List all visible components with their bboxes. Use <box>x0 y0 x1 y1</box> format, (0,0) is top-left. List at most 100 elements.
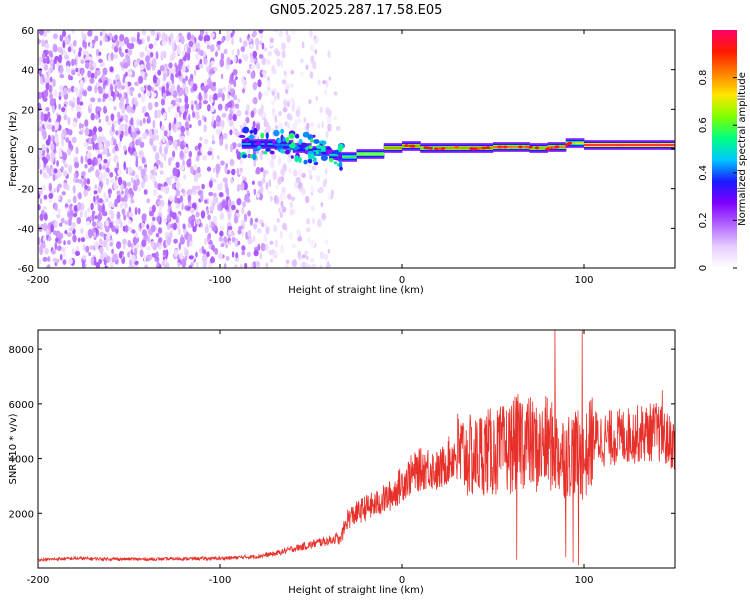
noise-speckle <box>62 30 67 37</box>
noise-speckle <box>141 106 145 114</box>
noise-speckle <box>227 198 232 208</box>
noise-speckle <box>98 205 103 214</box>
noise-speckle <box>301 188 306 196</box>
noise-speckle <box>85 245 90 253</box>
noise-speckle <box>160 186 164 191</box>
noise-speckle <box>290 196 296 202</box>
noise-speckle <box>259 151 263 160</box>
noise-speckle <box>56 169 62 178</box>
x-tick-label: 100 <box>574 575 593 586</box>
noise-speckle <box>124 130 128 137</box>
noise-speckle <box>210 199 214 207</box>
noise-speckle <box>281 192 286 200</box>
noise-speckle <box>327 193 331 201</box>
noise-speckle <box>276 50 281 57</box>
noise-speckle <box>263 91 269 97</box>
noise-speckle <box>170 84 176 91</box>
noise-speckle <box>127 44 134 50</box>
noise-speckle <box>101 73 106 83</box>
noise-speckle <box>239 37 242 44</box>
noise-speckle <box>293 169 298 177</box>
noise-speckle <box>38 148 43 155</box>
noise-speckle <box>120 183 124 191</box>
noise-speckle <box>52 173 56 182</box>
noise-speckle <box>227 229 232 236</box>
noise-speckle <box>163 50 167 59</box>
noise-speckle <box>231 36 234 46</box>
noise-speckle <box>261 104 264 113</box>
noise-speckle <box>54 135 59 144</box>
noise-speckle <box>214 247 219 255</box>
noise-speckle <box>84 119 89 127</box>
noise-speckle <box>42 236 46 242</box>
noise-speckle <box>233 215 239 224</box>
noise-speckle <box>300 262 303 268</box>
noise-speckle <box>175 203 181 209</box>
noise-speckle <box>125 224 128 233</box>
noise-speckle <box>118 218 122 224</box>
noise-speckle <box>168 178 172 184</box>
noise-speckle <box>48 84 53 94</box>
noise-speckle <box>173 238 178 244</box>
ridge-blob <box>264 139 268 147</box>
ridge-peak <box>620 144 640 146</box>
noise-speckle <box>59 222 63 227</box>
noise-speckle <box>201 183 205 190</box>
noise-speckle <box>252 81 258 91</box>
noise-speckle <box>106 152 111 157</box>
noise-speckle <box>175 189 181 197</box>
noise-speckle <box>58 149 63 157</box>
noise-speckle <box>165 141 170 149</box>
noise-speckle <box>68 227 74 232</box>
ridge-hotspot <box>469 147 474 151</box>
noise-speckle <box>203 124 207 133</box>
noise-speckle <box>123 145 127 152</box>
colorbar-tick-label: 0.4 <box>698 165 709 181</box>
noise-speckle <box>325 130 329 139</box>
noise-speckle <box>325 107 331 115</box>
noise-speckle <box>119 34 125 42</box>
noise-speckle <box>247 153 251 159</box>
noise-speckle <box>113 79 116 85</box>
noise-speckle <box>66 232 72 238</box>
noise-speckle <box>43 73 48 79</box>
noise-speckle <box>97 221 103 228</box>
noise-speckle <box>56 114 62 122</box>
noise-speckle <box>197 172 202 178</box>
noise-speckle <box>154 128 159 135</box>
noise-speckle <box>51 125 55 133</box>
noise-speckle <box>183 111 187 118</box>
noise-speckle <box>122 238 128 246</box>
noise-speckle <box>223 48 228 55</box>
ridge-blob <box>251 142 255 148</box>
noise-speckle <box>105 197 109 203</box>
noise-speckle <box>295 176 301 183</box>
noise-speckle <box>271 90 275 96</box>
noise-speckle <box>49 99 55 107</box>
noise-speckle <box>146 91 151 97</box>
noise-speckle <box>38 30 45 35</box>
noise-speckle <box>176 44 181 52</box>
noise-speckle <box>174 248 179 258</box>
noise-speckle <box>216 40 222 45</box>
noise-speckle <box>179 150 184 159</box>
noise-speckle <box>195 211 200 218</box>
noise-speckle <box>59 34 64 42</box>
noise-speckle <box>94 85 98 94</box>
y-tick-label: -40 <box>18 224 34 235</box>
noise-speckle <box>182 78 186 85</box>
noise-speckle <box>142 117 146 124</box>
noise-speckle <box>289 201 294 208</box>
noise-speckle <box>67 46 72 53</box>
noise-speckle <box>279 211 283 218</box>
noise-speckle <box>118 176 122 186</box>
noise-speckle <box>278 122 284 130</box>
noise-speckle <box>250 71 255 79</box>
noise-speckle <box>123 36 130 45</box>
noise-speckle <box>283 99 287 107</box>
noise-speckle <box>64 220 70 225</box>
noise-speckle <box>235 252 239 259</box>
noise-speckle <box>233 79 237 88</box>
noise-speckle <box>75 146 79 155</box>
noise-speckle <box>139 222 142 229</box>
